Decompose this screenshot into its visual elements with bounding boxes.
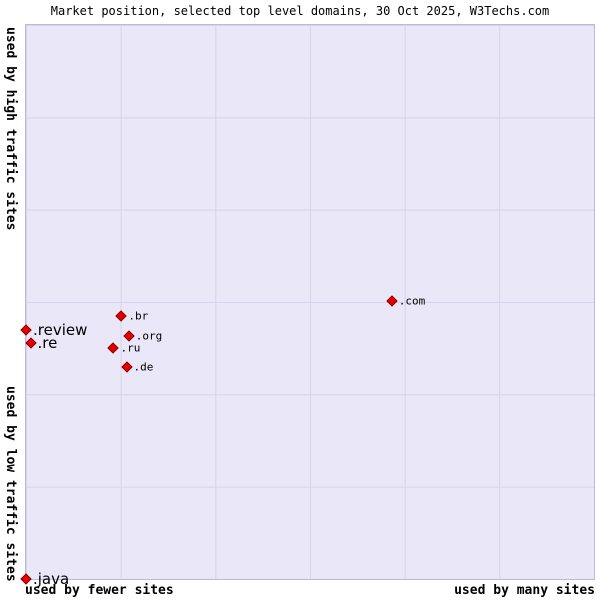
data-point-label: .com [398, 294, 426, 308]
chart-title: Market position, selected top level doma… [50, 4, 550, 18]
plot-area: .com .br .org .ru .de .review .re .java [20, 24, 595, 588]
data-point-label: .br [128, 309, 149, 323]
data-point-label: .org [135, 329, 163, 343]
data-point-label: .ru [120, 341, 141, 355]
diamond-marker-icon [120, 361, 133, 373]
data-point-label: .de [133, 360, 154, 374]
data-point-label: .re [37, 333, 58, 352]
x-axis-label-fewer-sites: used by fewer sites [25, 583, 174, 598]
data-point-label: .java [33, 570, 70, 588]
diamond-marker-icon [107, 342, 120, 354]
diamond-marker-icon [115, 310, 128, 322]
diamond-marker-icon [386, 295, 398, 307]
diamond-marker-icon [24, 337, 37, 349]
data-point-label: .review [33, 320, 88, 339]
diamond-marker-icon [20, 324, 32, 336]
diamond-marker-icon [123, 330, 135, 342]
y-axis-label-high-traffic: used by high traffic sites [3, 27, 18, 231]
x-axis-label-many-sites: used by many sites [454, 583, 595, 598]
y-axis-label-low-traffic: used by low traffic sites [3, 386, 18, 582]
